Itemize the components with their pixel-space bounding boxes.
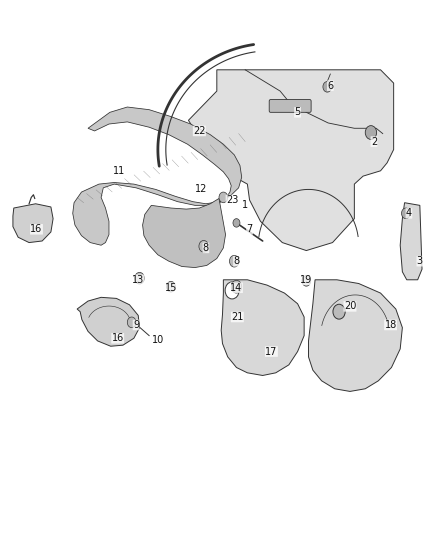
Circle shape bbox=[219, 192, 228, 203]
Circle shape bbox=[225, 282, 239, 299]
Text: 16: 16 bbox=[112, 333, 124, 343]
Text: 4: 4 bbox=[406, 208, 412, 219]
Text: 10: 10 bbox=[152, 335, 164, 345]
Text: 2: 2 bbox=[371, 136, 377, 147]
Circle shape bbox=[323, 82, 332, 92]
Circle shape bbox=[199, 240, 208, 252]
Circle shape bbox=[365, 126, 377, 140]
Circle shape bbox=[127, 317, 136, 328]
Text: 11: 11 bbox=[113, 166, 125, 176]
Text: 6: 6 bbox=[327, 81, 333, 91]
Circle shape bbox=[135, 272, 145, 284]
Text: 7: 7 bbox=[247, 224, 253, 235]
Polygon shape bbox=[73, 107, 242, 245]
Text: 1: 1 bbox=[242, 200, 248, 211]
Text: 8: 8 bbox=[233, 256, 240, 266]
Text: 14: 14 bbox=[230, 283, 243, 293]
Text: 22: 22 bbox=[193, 126, 205, 136]
Circle shape bbox=[166, 281, 175, 292]
Text: 9: 9 bbox=[133, 320, 139, 330]
Text: 5: 5 bbox=[294, 107, 301, 117]
Text: 12: 12 bbox=[195, 184, 208, 195]
Text: 21: 21 bbox=[231, 312, 244, 322]
Text: 3: 3 bbox=[417, 256, 423, 266]
Text: 19: 19 bbox=[300, 275, 312, 285]
Circle shape bbox=[333, 304, 345, 319]
FancyBboxPatch shape bbox=[269, 100, 311, 112]
Circle shape bbox=[402, 208, 410, 219]
Polygon shape bbox=[77, 297, 140, 346]
Polygon shape bbox=[400, 203, 422, 280]
Text: 17: 17 bbox=[265, 346, 278, 357]
Polygon shape bbox=[308, 280, 403, 391]
Polygon shape bbox=[143, 198, 226, 268]
Text: 16: 16 bbox=[30, 224, 42, 235]
Circle shape bbox=[233, 219, 240, 227]
Text: 13: 13 bbox=[132, 275, 145, 285]
Text: 15: 15 bbox=[165, 283, 177, 293]
Text: 8: 8 bbox=[203, 243, 209, 253]
Text: 18: 18 bbox=[385, 320, 397, 330]
Polygon shape bbox=[221, 280, 304, 375]
Polygon shape bbox=[188, 70, 394, 251]
Polygon shape bbox=[13, 204, 53, 243]
Circle shape bbox=[231, 280, 242, 293]
Text: 23: 23 bbox=[226, 195, 238, 205]
Circle shape bbox=[230, 255, 239, 267]
Circle shape bbox=[302, 276, 311, 286]
Text: 20: 20 bbox=[344, 301, 356, 311]
